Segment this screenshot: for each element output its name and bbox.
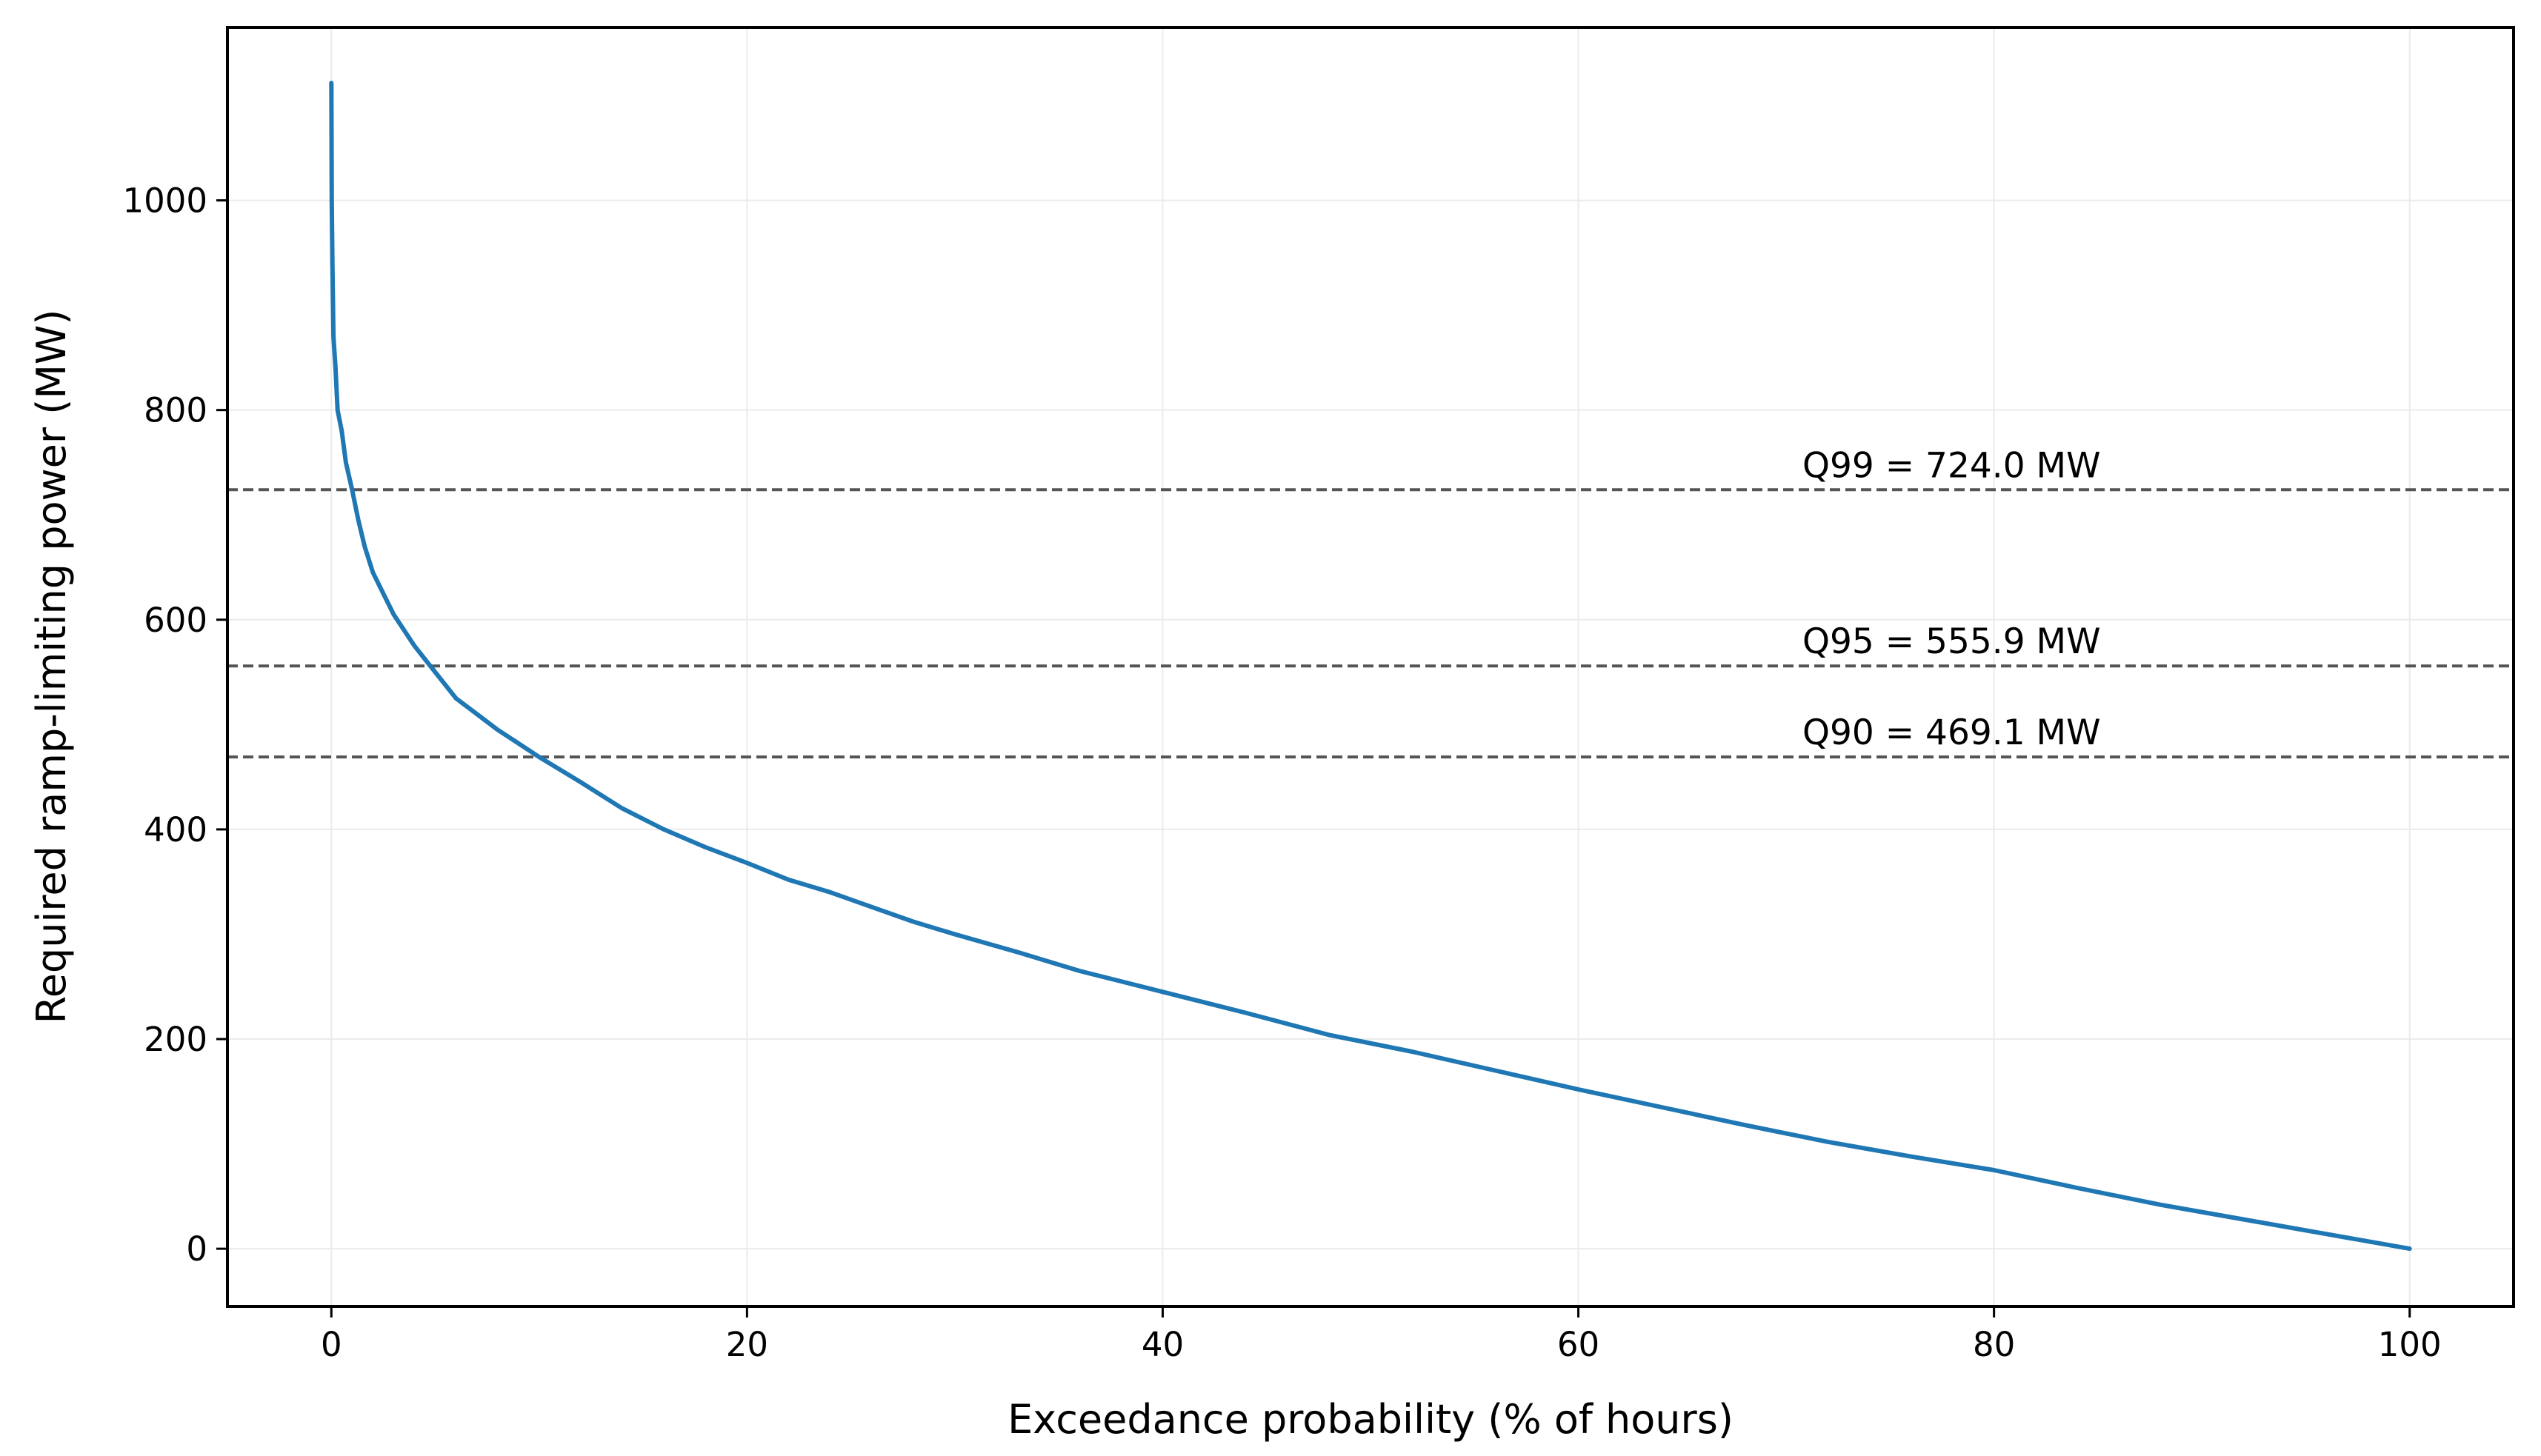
x-tick-label: 20: [726, 1325, 768, 1364]
reference-lines: Q99 = 724.0 MW Q95 = 555.9 MW Q90 = 469.1 …: [227, 445, 2514, 759]
y-tick-label: 1000: [122, 181, 207, 221]
reference-line-label: Q99 = 724.0 MW: [1802, 445, 2101, 486]
plot-frame: [226, 26, 2515, 1308]
y-axis-label: Required ramp-limiting power (MW): [28, 310, 75, 1024]
y-tick-label: 0: [186, 1229, 207, 1269]
x-tick-label: 60: [1557, 1325, 1599, 1364]
series-line: [329, 81, 2412, 1252]
y-tick-label: 600: [144, 601, 207, 640]
x-tick-label: 40: [1142, 1325, 1184, 1364]
y-tick-label: 800: [144, 391, 207, 430]
y-tick-label: 400: [144, 810, 207, 849]
reference-line-label: Q95 = 555.9 MW: [1802, 621, 2101, 662]
x-tick-label: 100: [2378, 1325, 2442, 1364]
y-tick-label: 200: [144, 1020, 207, 1059]
x-tick-label: 0: [321, 1325, 342, 1364]
x-axis-label: Exceedance probability (% of hours): [1008, 1396, 1734, 1443]
reference-line-label: Q90 = 469.1 MW: [1802, 712, 2101, 753]
x-tick-label: 80: [1973, 1325, 2015, 1364]
series-layer: [329, 81, 2412, 1252]
